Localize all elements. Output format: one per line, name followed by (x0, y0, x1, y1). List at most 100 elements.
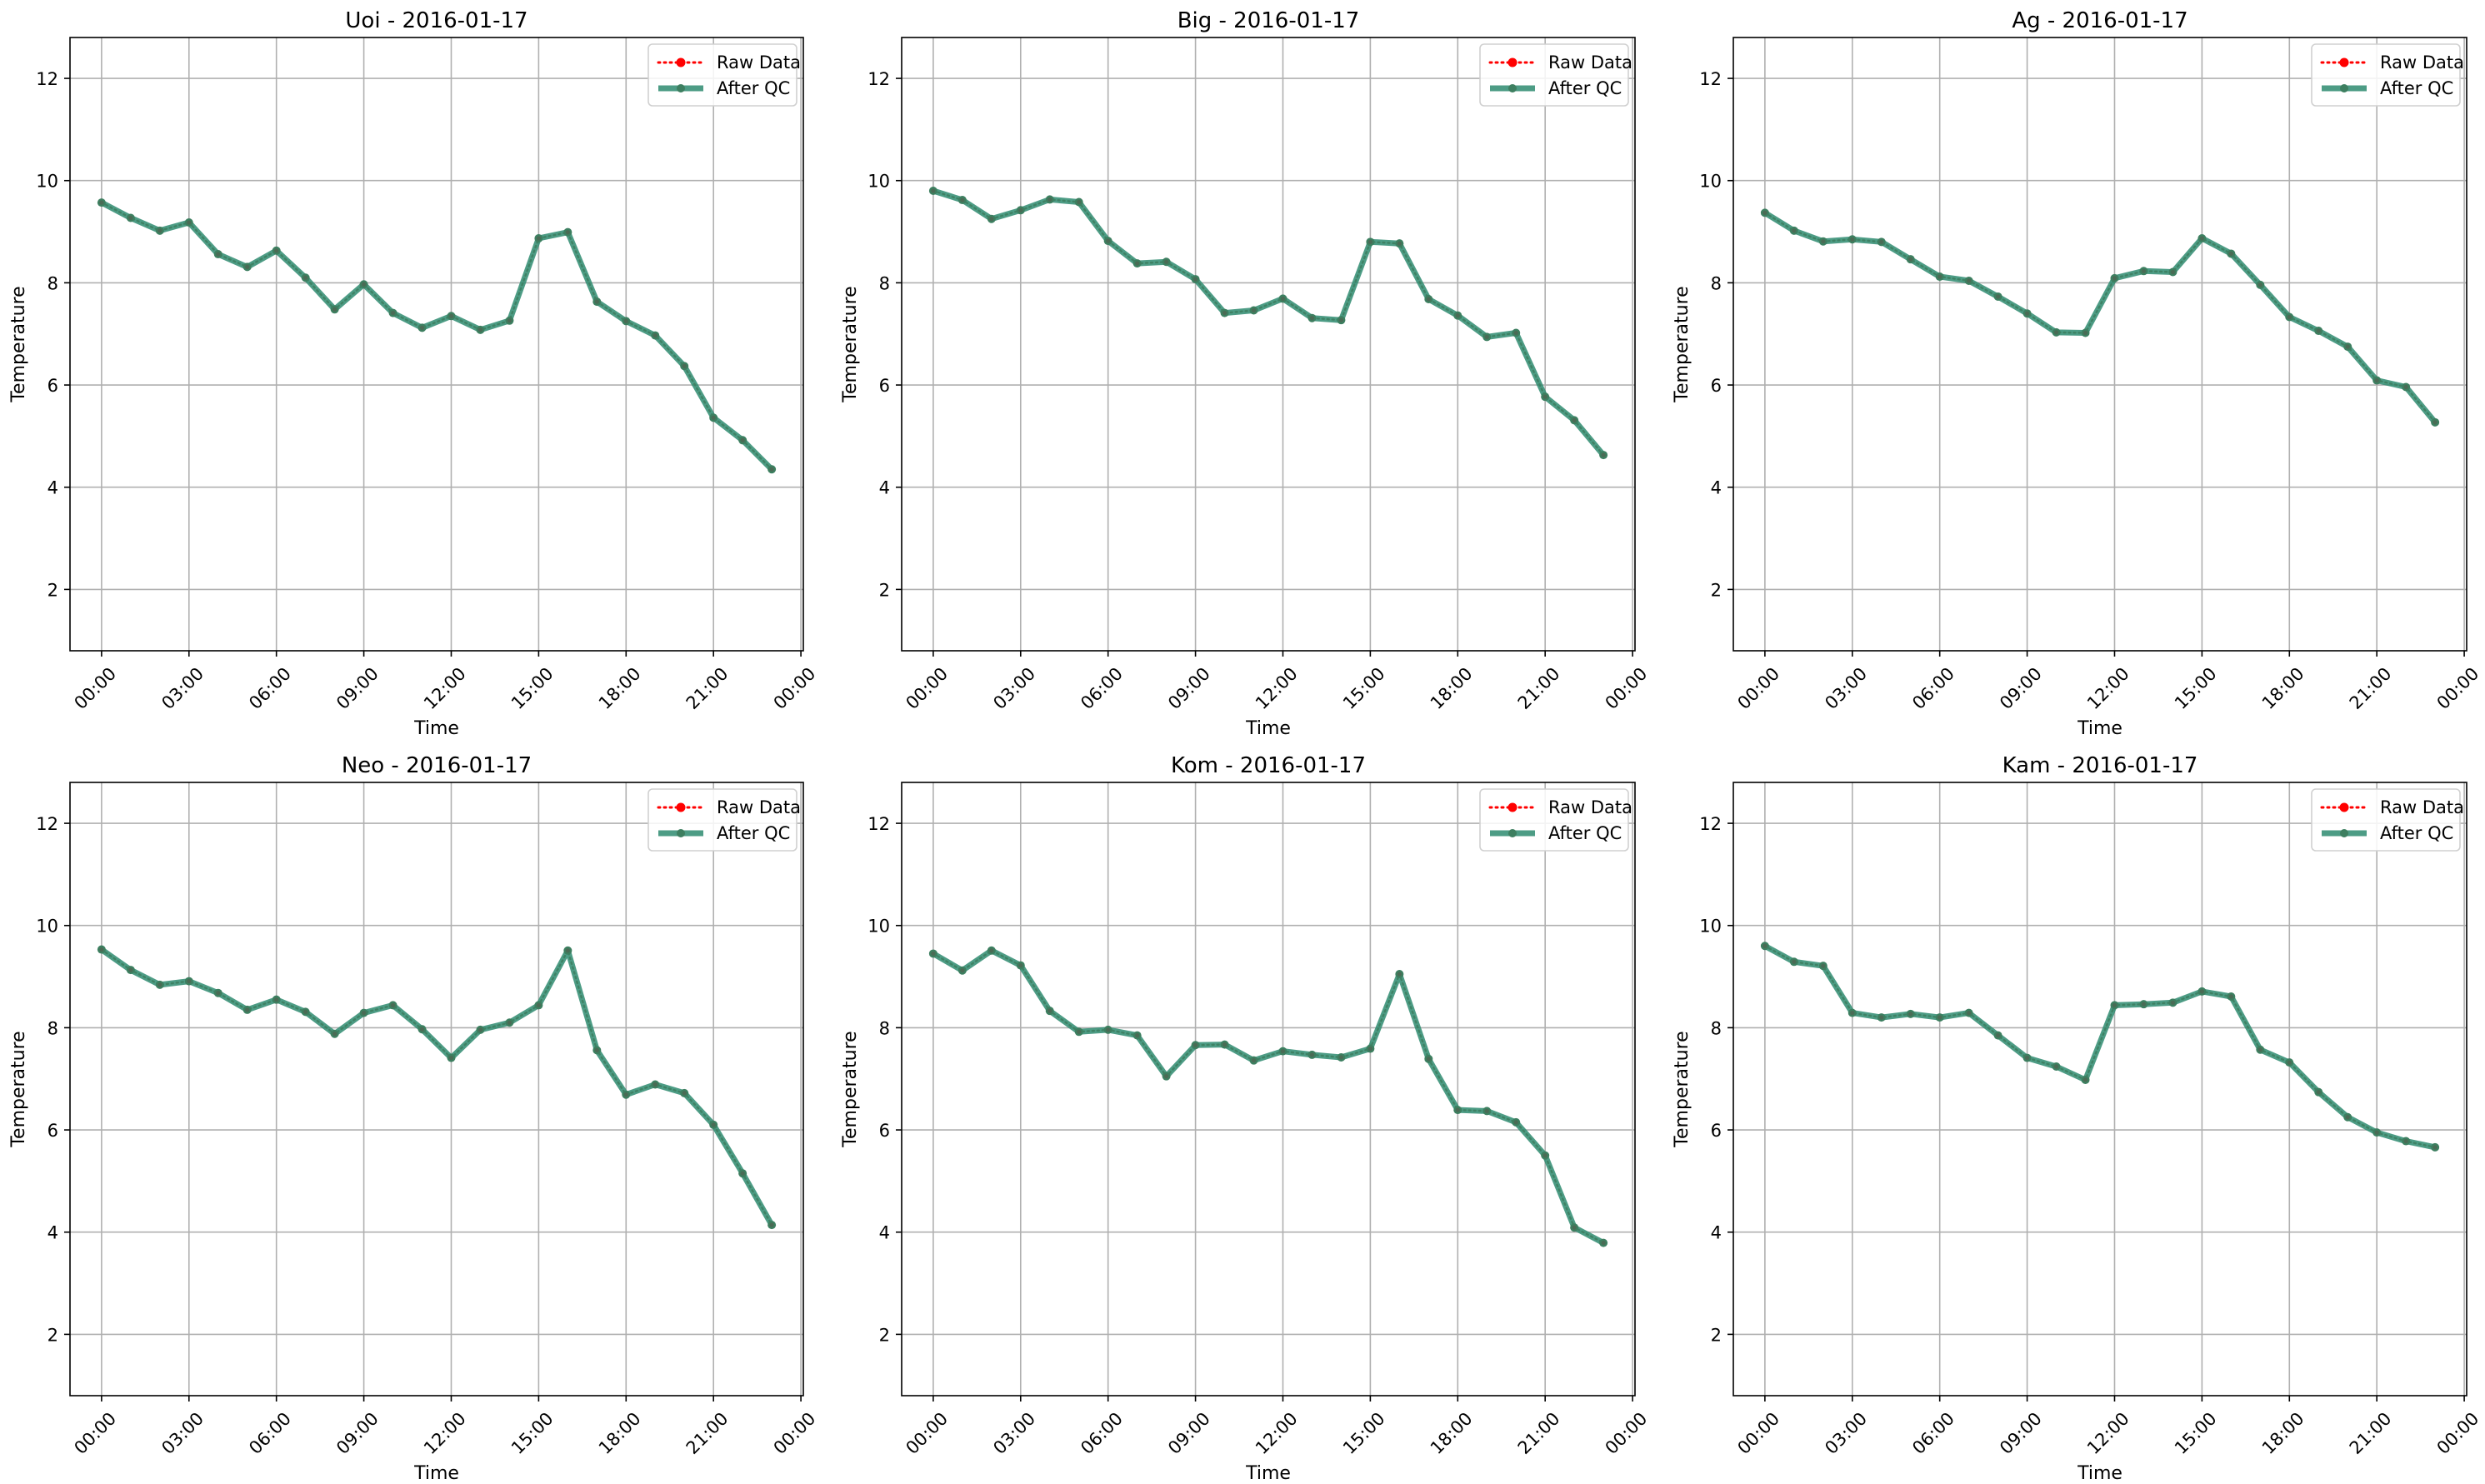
y-tick-label: 8 (48, 1018, 58, 1038)
y-tick-label: 10 (868, 917, 890, 937)
y-tick-label: 6 (1711, 1121, 1722, 1141)
data-point-raw-data (1996, 1033, 2001, 1038)
data-point-raw-data (187, 978, 192, 984)
y-axis-label: Temperature (1672, 286, 1692, 402)
legend-label-raw-data: Raw Data (1548, 797, 1632, 817)
x-tick-label: 12:00 (2083, 663, 2133, 713)
data-point-raw-data (2053, 1064, 2059, 1069)
data-point-raw-data (216, 991, 221, 996)
y-tick-label: 8 (48, 273, 58, 293)
data-point-raw-data (2082, 330, 2088, 336)
data-point-raw-data (1572, 1225, 1577, 1230)
grid (70, 37, 803, 651)
x-tick-label: 18:00 (1427, 663, 1477, 713)
legend: Raw Data After QC (648, 43, 801, 107)
x-tick-label: 06:00 (1077, 663, 1127, 713)
x-tick-label: 06:00 (1908, 1408, 1958, 1458)
series-points-raw-data (99, 200, 774, 472)
y-tick-label: 10 (1699, 917, 1722, 937)
x-tick-label: 06:00 (245, 663, 295, 713)
y-tick-label: 2 (1711, 580, 1722, 600)
legend-label-after-qc: After QC (1548, 78, 1622, 98)
axes-frame (1732, 782, 2468, 1397)
data-point-raw-data (303, 1009, 308, 1014)
legend-label-after-qc: After QC (1548, 823, 1622, 843)
data-point-raw-data (1368, 1046, 1372, 1052)
series-points-raw-data (931, 948, 1606, 1246)
legend-marker-raw-data (1508, 57, 1518, 67)
chart-panel: 2 4 6 8 10 12 00:00 03:00 06:00 09:00 12:00 15:00 18… (8, 8, 819, 739)
data-point-raw-data (390, 310, 396, 316)
data-point-raw-data (2345, 1115, 2350, 1120)
data-point-raw-data (1542, 1153, 1548, 1158)
x-tick-label: 18:00 (1427, 1408, 1477, 1458)
y-axis-label: Temperature (8, 1031, 29, 1147)
y-tick-label: 6 (1711, 376, 1722, 396)
legend-label-after-qc: After QC (2380, 78, 2453, 98)
series-points-after-qc (97, 198, 777, 474)
data-point-raw-data (1455, 1107, 1460, 1112)
legend-label-raw-data: Raw Data (717, 52, 801, 72)
series-points-raw-data (1762, 210, 2438, 425)
data-point-raw-data (1484, 334, 1489, 340)
data-point-raw-data (2258, 282, 2262, 287)
x-tick-label: 21:00 (682, 1408, 732, 1458)
x-tick-label: 03:00 (989, 1408, 1039, 1458)
data-point-raw-data (1048, 197, 1052, 202)
data-point-raw-data (1850, 237, 1855, 242)
x-tick-label: 15:00 (2171, 1408, 2221, 1458)
data-point-raw-data (1280, 1049, 1286, 1054)
series-points-raw-data (99, 947, 774, 1227)
data-point-raw-data (1251, 307, 1257, 313)
data-point-raw-data (2024, 1055, 2030, 1061)
x-tick-label: 00:00 (902, 663, 952, 713)
x-tick-label: 09:00 (1996, 1408, 2046, 1458)
y-tick-label: 12 (1699, 814, 1722, 834)
data-point-raw-data (1762, 943, 1768, 948)
data-point-raw-data (594, 299, 599, 304)
x-tick-label: 00:00 (2433, 1408, 2483, 1458)
legend-marker-raw-data (676, 802, 686, 812)
x-tick-label: 00:00 (70, 1408, 120, 1458)
y-tick-label: 4 (1711, 1223, 1722, 1243)
data-point-raw-data (2082, 1077, 2088, 1082)
x-axis-label: Time (2077, 1463, 2122, 1484)
data-point-raw-data (2403, 384, 2408, 390)
chart-panel: 2 4 6 8 10 12 00:00 03:00 06:00 09:00 12:00 15:00 18… (1672, 753, 2482, 1484)
data-point-raw-data (1222, 310, 1228, 316)
x-tick-label: 00:00 (70, 663, 120, 713)
legend: Raw Data After QC (2311, 43, 2464, 107)
x-tick-label: 06:00 (1077, 1408, 1127, 1458)
data-point-raw-data (419, 325, 425, 330)
x-tick-label: 12:00 (420, 1408, 470, 1458)
data-point-raw-data (2053, 330, 2059, 335)
data-point-raw-data (1077, 199, 1082, 205)
data-point-raw-data (507, 318, 512, 323)
series-line-after-qc (930, 947, 1607, 1247)
data-point-raw-data (2258, 1047, 2262, 1052)
data-point-raw-data (1192, 277, 1198, 282)
series-line-after-qc (930, 187, 1607, 458)
x-tick-label: 15:00 (508, 1408, 558, 1458)
data-point-raw-data (2199, 989, 2204, 994)
x-tick-label: 15:00 (1339, 1408, 1389, 1458)
series-line-raw-data (932, 189, 1605, 457)
y-tick-label: 6 (879, 1121, 890, 1141)
x-tick-label: 12:00 (1252, 1408, 1302, 1458)
legend-marker-raw-data (2339, 57, 2349, 67)
data-point-raw-data (623, 1092, 628, 1097)
grid (902, 37, 1635, 651)
y-tick-label: 4 (879, 1223, 890, 1243)
data-point-raw-data (245, 1007, 250, 1012)
y-tick-label: 4 (1711, 478, 1722, 498)
x-axis-label: Time (1245, 718, 1291, 739)
data-point-raw-data (1455, 313, 1460, 318)
data-point-raw-data (1542, 394, 1548, 399)
x-tick-label: 15:00 (2171, 663, 2221, 713)
x-tick-label: 03:00 (158, 663, 208, 713)
data-point-raw-data (989, 948, 994, 953)
legend-label-after-qc: After QC (2380, 823, 2453, 843)
data-point-raw-data (1222, 1042, 1228, 1047)
x-tick-label: 00:00 (770, 1408, 820, 1458)
legend: Raw Data After QC (648, 788, 801, 852)
